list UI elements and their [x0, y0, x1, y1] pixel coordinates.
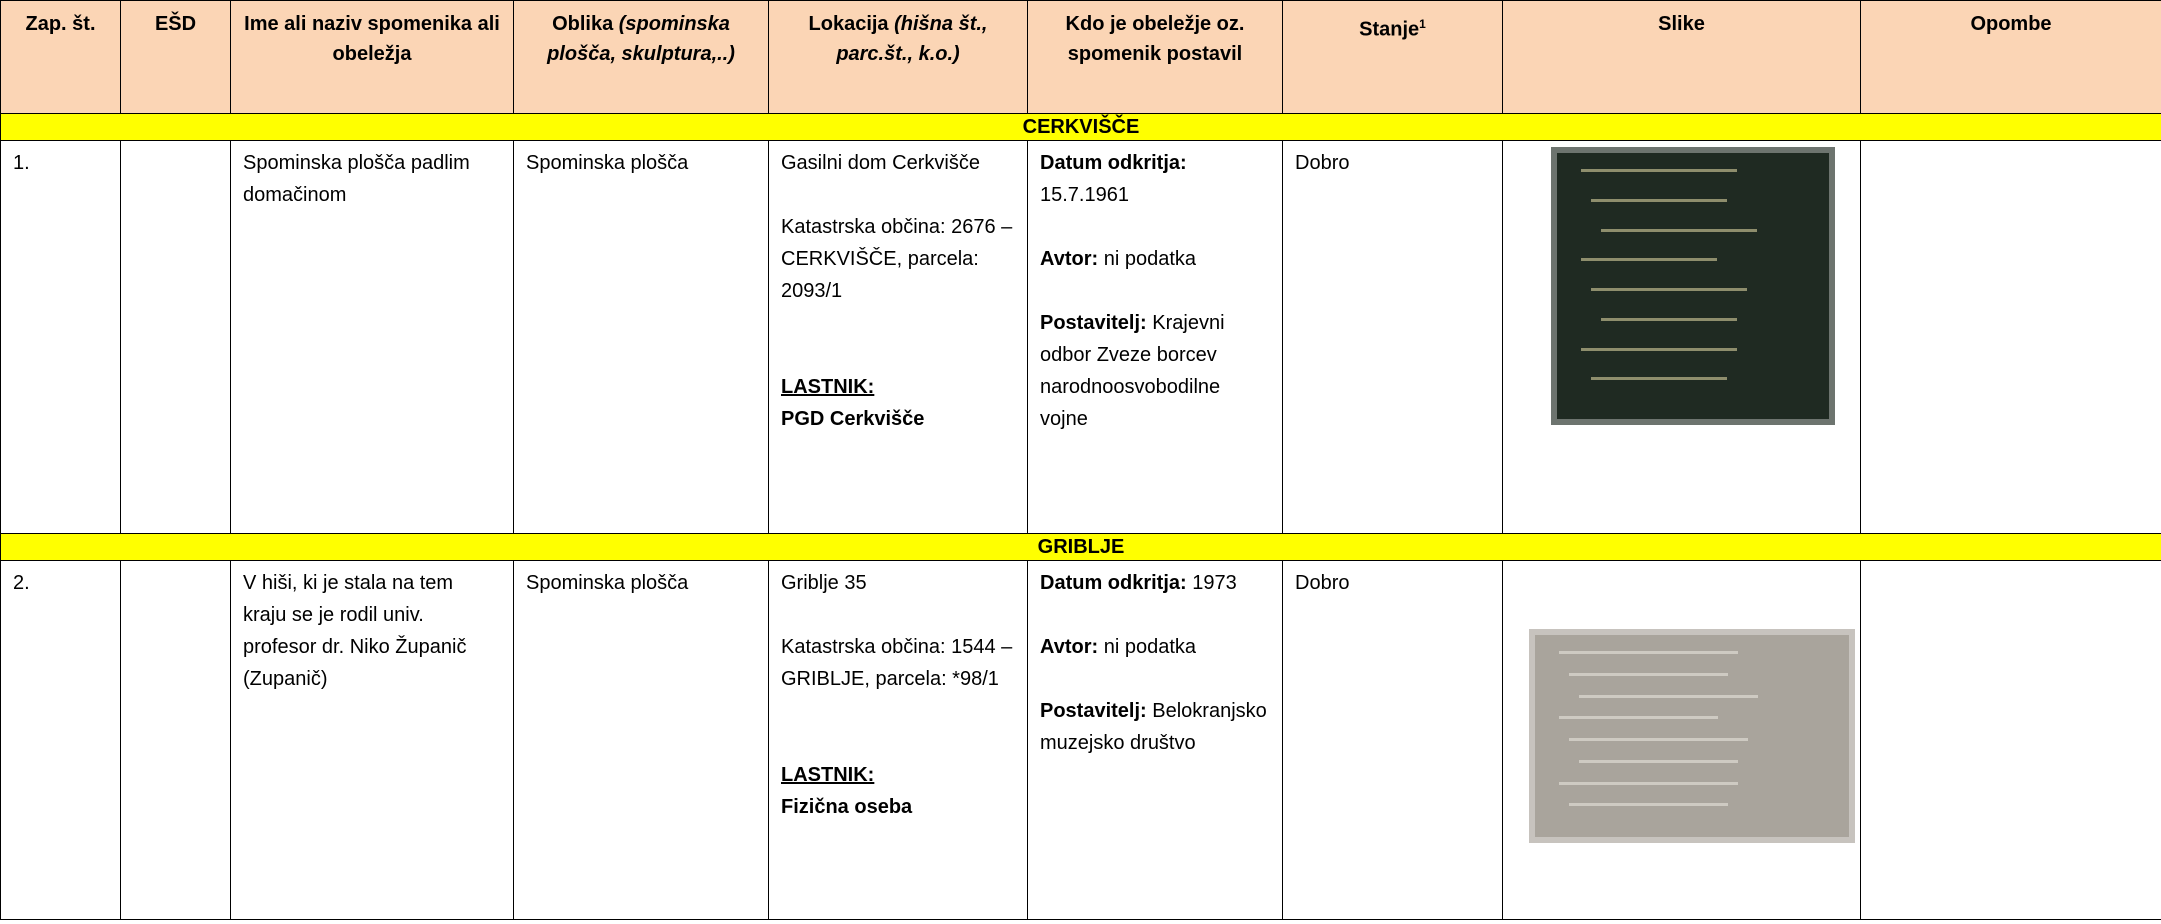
- monument-photo: [1529, 629, 1855, 843]
- header-note: (hišna št., parc.št., k.o.): [836, 13, 988, 65]
- spacer: [1040, 599, 1270, 631]
- form-cell: Spominska plošča: [513, 140, 769, 534]
- field-value: ni podatka: [1103, 636, 1197, 658]
- field-label: Avtor:: [1040, 636, 1099, 658]
- plaque-line: [1581, 258, 1718, 262]
- header-cell: Zap. št.: [0, 0, 121, 114]
- header-cell: EŠD: [120, 0, 231, 114]
- field-value: 1973: [1192, 572, 1237, 594]
- esd-cell: [120, 140, 231, 534]
- address: Griblje 35: [781, 572, 867, 594]
- header-cell: Ime ali naziv spomenika ali obeležja: [230, 0, 514, 114]
- cadastre: Katastrska občina: 2676 – CERKVIŠČE, par…: [781, 216, 1013, 302]
- plaque-line: [1569, 803, 1729, 807]
- plaque-line: [1579, 759, 1739, 763]
- monument-row: 2. V hiši, ki je stala na tem kraju se je…: [0, 560, 2161, 920]
- field-label: Datum odkritja:: [1040, 572, 1187, 594]
- section-row: GRIBLJE: [0, 533, 2161, 561]
- plaque-line: [1559, 651, 1739, 654]
- field-value: ni podatka: [1103, 248, 1197, 270]
- field-label: Postavitelj:: [1040, 700, 1147, 722]
- field-label: Postavitelj:: [1040, 312, 1147, 334]
- zap-cell: 2.: [0, 560, 121, 920]
- header-text: Slike: [1658, 13, 1705, 35]
- header-cell: Stanje1: [1282, 0, 1503, 114]
- spacer: [1040, 211, 1270, 243]
- header-text: Stanje: [1359, 18, 1420, 41]
- field-value: Krajevni odbor Zveze borcev narodnoosvob…: [1040, 312, 1225, 430]
- placed-by-cell: Datum odkritja: 1973 Avtor: ni podatka Pos…: [1027, 560, 1283, 920]
- owner: Fizična oseba: [781, 796, 913, 818]
- placed-by-field: Avtor: ni podatka: [1040, 243, 1270, 275]
- location-cell: Griblje 35 Katastrska občina: 1544 – GRIB…: [768, 560, 1028, 920]
- placed-by-field: Datum odkritja: 15.7.1961: [1040, 147, 1270, 211]
- field-label: Datum odkritja:: [1040, 152, 1187, 174]
- header-cell: Oblika (spominska plošča, skulptura,..): [513, 0, 769, 114]
- header-cell: Slike: [1502, 0, 1861, 114]
- plaque-line: [1601, 228, 1758, 232]
- placed-by-field: Postavitelj: Belokranjsko muzejsko društ…: [1040, 695, 1270, 759]
- header-cell: Lokacija (hišna št., parc.št., k.o.): [768, 0, 1028, 114]
- cadastre: Katastrska občina: 1544 – GRIBLJE, parce…: [781, 636, 1013, 690]
- monument-row: 1. Spominska plošča padlim domačinom Spomi…: [0, 140, 2161, 534]
- header-text: Oblika: [552, 13, 614, 35]
- spacer: [1040, 275, 1270, 307]
- section-title: CERKVIŠČE: [0, 113, 2161, 141]
- monument-photo: [1551, 147, 1835, 425]
- header-sup: 1: [1419, 17, 1426, 31]
- plaque-line: [1579, 694, 1759, 698]
- notes-cell: [1860, 140, 2161, 534]
- owner-label: LASTNIK:: [781, 376, 875, 398]
- header-note: (spominska plošča, skulptura,..): [547, 13, 735, 65]
- owner-label: LASTNIK:: [781, 764, 875, 786]
- placed-by-field: Postavitelj: Krajevni odbor Zveze borcev…: [1040, 307, 1270, 435]
- plaque-line: [1601, 317, 1738, 321]
- plaque-line: [1591, 377, 1728, 381]
- spacer: [781, 307, 1015, 371]
- plaque-line: [1559, 781, 1739, 785]
- field-value: 15.7.1961: [1040, 184, 1129, 206]
- plaque-line: [1591, 198, 1728, 202]
- photo-cell: [1502, 140, 1861, 534]
- state-cell: Dobro: [1282, 560, 1503, 920]
- header-text: Opombe: [1970, 13, 2052, 35]
- spacer: [781, 695, 1015, 759]
- plaque-line: [1591, 288, 1748, 291]
- zap-cell: 1.: [0, 140, 121, 534]
- field-label: Avtor:: [1040, 248, 1099, 270]
- header-cell: Kdo je obeležje oz. spomenik postavil: [1027, 0, 1283, 114]
- plaque-line: [1569, 738, 1749, 741]
- form-cell: Spominska plošča: [513, 560, 769, 920]
- header-text: Ime ali naziv spomenika ali obeležja: [244, 13, 500, 65]
- spacer: [781, 179, 1015, 211]
- header-text: EŠD: [154, 13, 197, 35]
- field-value: Belokranjsko muzejsko društvo: [1040, 700, 1267, 754]
- section-row: CERKVIŠČE: [0, 113, 2161, 141]
- section-title: GRIBLJE: [0, 533, 2161, 561]
- notes-cell: [1860, 560, 2161, 920]
- address: Gasilni dom Cerkvišče: [781, 152, 980, 174]
- placed-by-field: Avtor: ni podatka: [1040, 631, 1270, 663]
- plaque-line: [1581, 169, 1738, 172]
- plaque-line: [1559, 716, 1719, 720]
- placed-by-cell: Datum odkritja: 15.7.1961 Avtor: ni podat…: [1027, 140, 1283, 534]
- name-cell: Spominska plošča padlim domačinom: [230, 140, 514, 534]
- placed-by-field: Datum odkritja: 1973: [1040, 567, 1270, 599]
- owner: PGD Cerkvišče: [781, 408, 925, 430]
- state-cell: Dobro: [1282, 140, 1503, 534]
- plaque-line: [1569, 672, 1729, 676]
- location-cell: Gasilni dom Cerkvišče Katastrska občina: …: [768, 140, 1028, 534]
- header-text: Kdo je obeležje oz. spomenik postavil: [1065, 13, 1245, 65]
- spacer: [781, 599, 1015, 631]
- name-cell: V hiši, ki je stala na tem kraju se je r…: [230, 560, 514, 920]
- header-cell: Opombe: [1860, 0, 2161, 114]
- spacer: [1040, 663, 1270, 695]
- header-text: Lokacija: [808, 13, 889, 35]
- header-text: Zap. št.: [25, 13, 96, 35]
- plaque-line: [1581, 347, 1738, 351]
- esd-cell: [120, 560, 231, 920]
- photo-cell: [1502, 560, 1861, 920]
